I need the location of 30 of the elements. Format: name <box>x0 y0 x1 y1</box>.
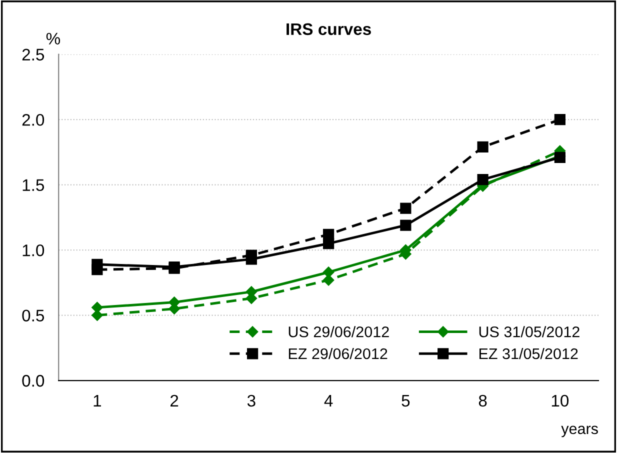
legend-label: US 29/06/2012 <box>288 326 389 338</box>
y-axis-title: % <box>46 32 60 44</box>
x-tick-label: 8 <box>478 394 487 407</box>
x-tick-label: 3 <box>247 394 256 407</box>
chart-title: IRS curves <box>286 23 371 36</box>
legend-label: US 31/05/2012 <box>479 326 580 338</box>
y-tick-label: 0.0 <box>22 374 44 387</box>
y-tick-label: 1.0 <box>22 244 44 256</box>
point <box>477 174 488 186</box>
legend-label: EZ 31/05/2012 <box>479 348 578 360</box>
x-tick-label: 1 <box>94 395 101 406</box>
point <box>477 141 488 153</box>
point <box>246 254 257 265</box>
point <box>400 220 412 231</box>
y-tick-label: 0.5 <box>22 310 44 322</box>
x-tick-label: 4 <box>324 395 333 406</box>
point <box>322 238 334 250</box>
y-tick-label: 2.5 <box>22 48 44 61</box>
point <box>400 202 412 214</box>
x-tick-label: 10 <box>552 394 569 407</box>
x-axis-title: years <box>561 426 598 438</box>
legend-label: EZ 29/06/2012 <box>288 348 388 360</box>
point <box>554 114 566 126</box>
point <box>322 266 334 278</box>
point <box>92 310 103 321</box>
y-tick-label: 2.0 <box>22 114 44 126</box>
y-tick-label: 1.5 <box>22 179 44 192</box>
x-tick-label: 2 <box>170 394 178 406</box>
x-tick-label: 5 <box>402 395 410 407</box>
point <box>92 258 103 270</box>
